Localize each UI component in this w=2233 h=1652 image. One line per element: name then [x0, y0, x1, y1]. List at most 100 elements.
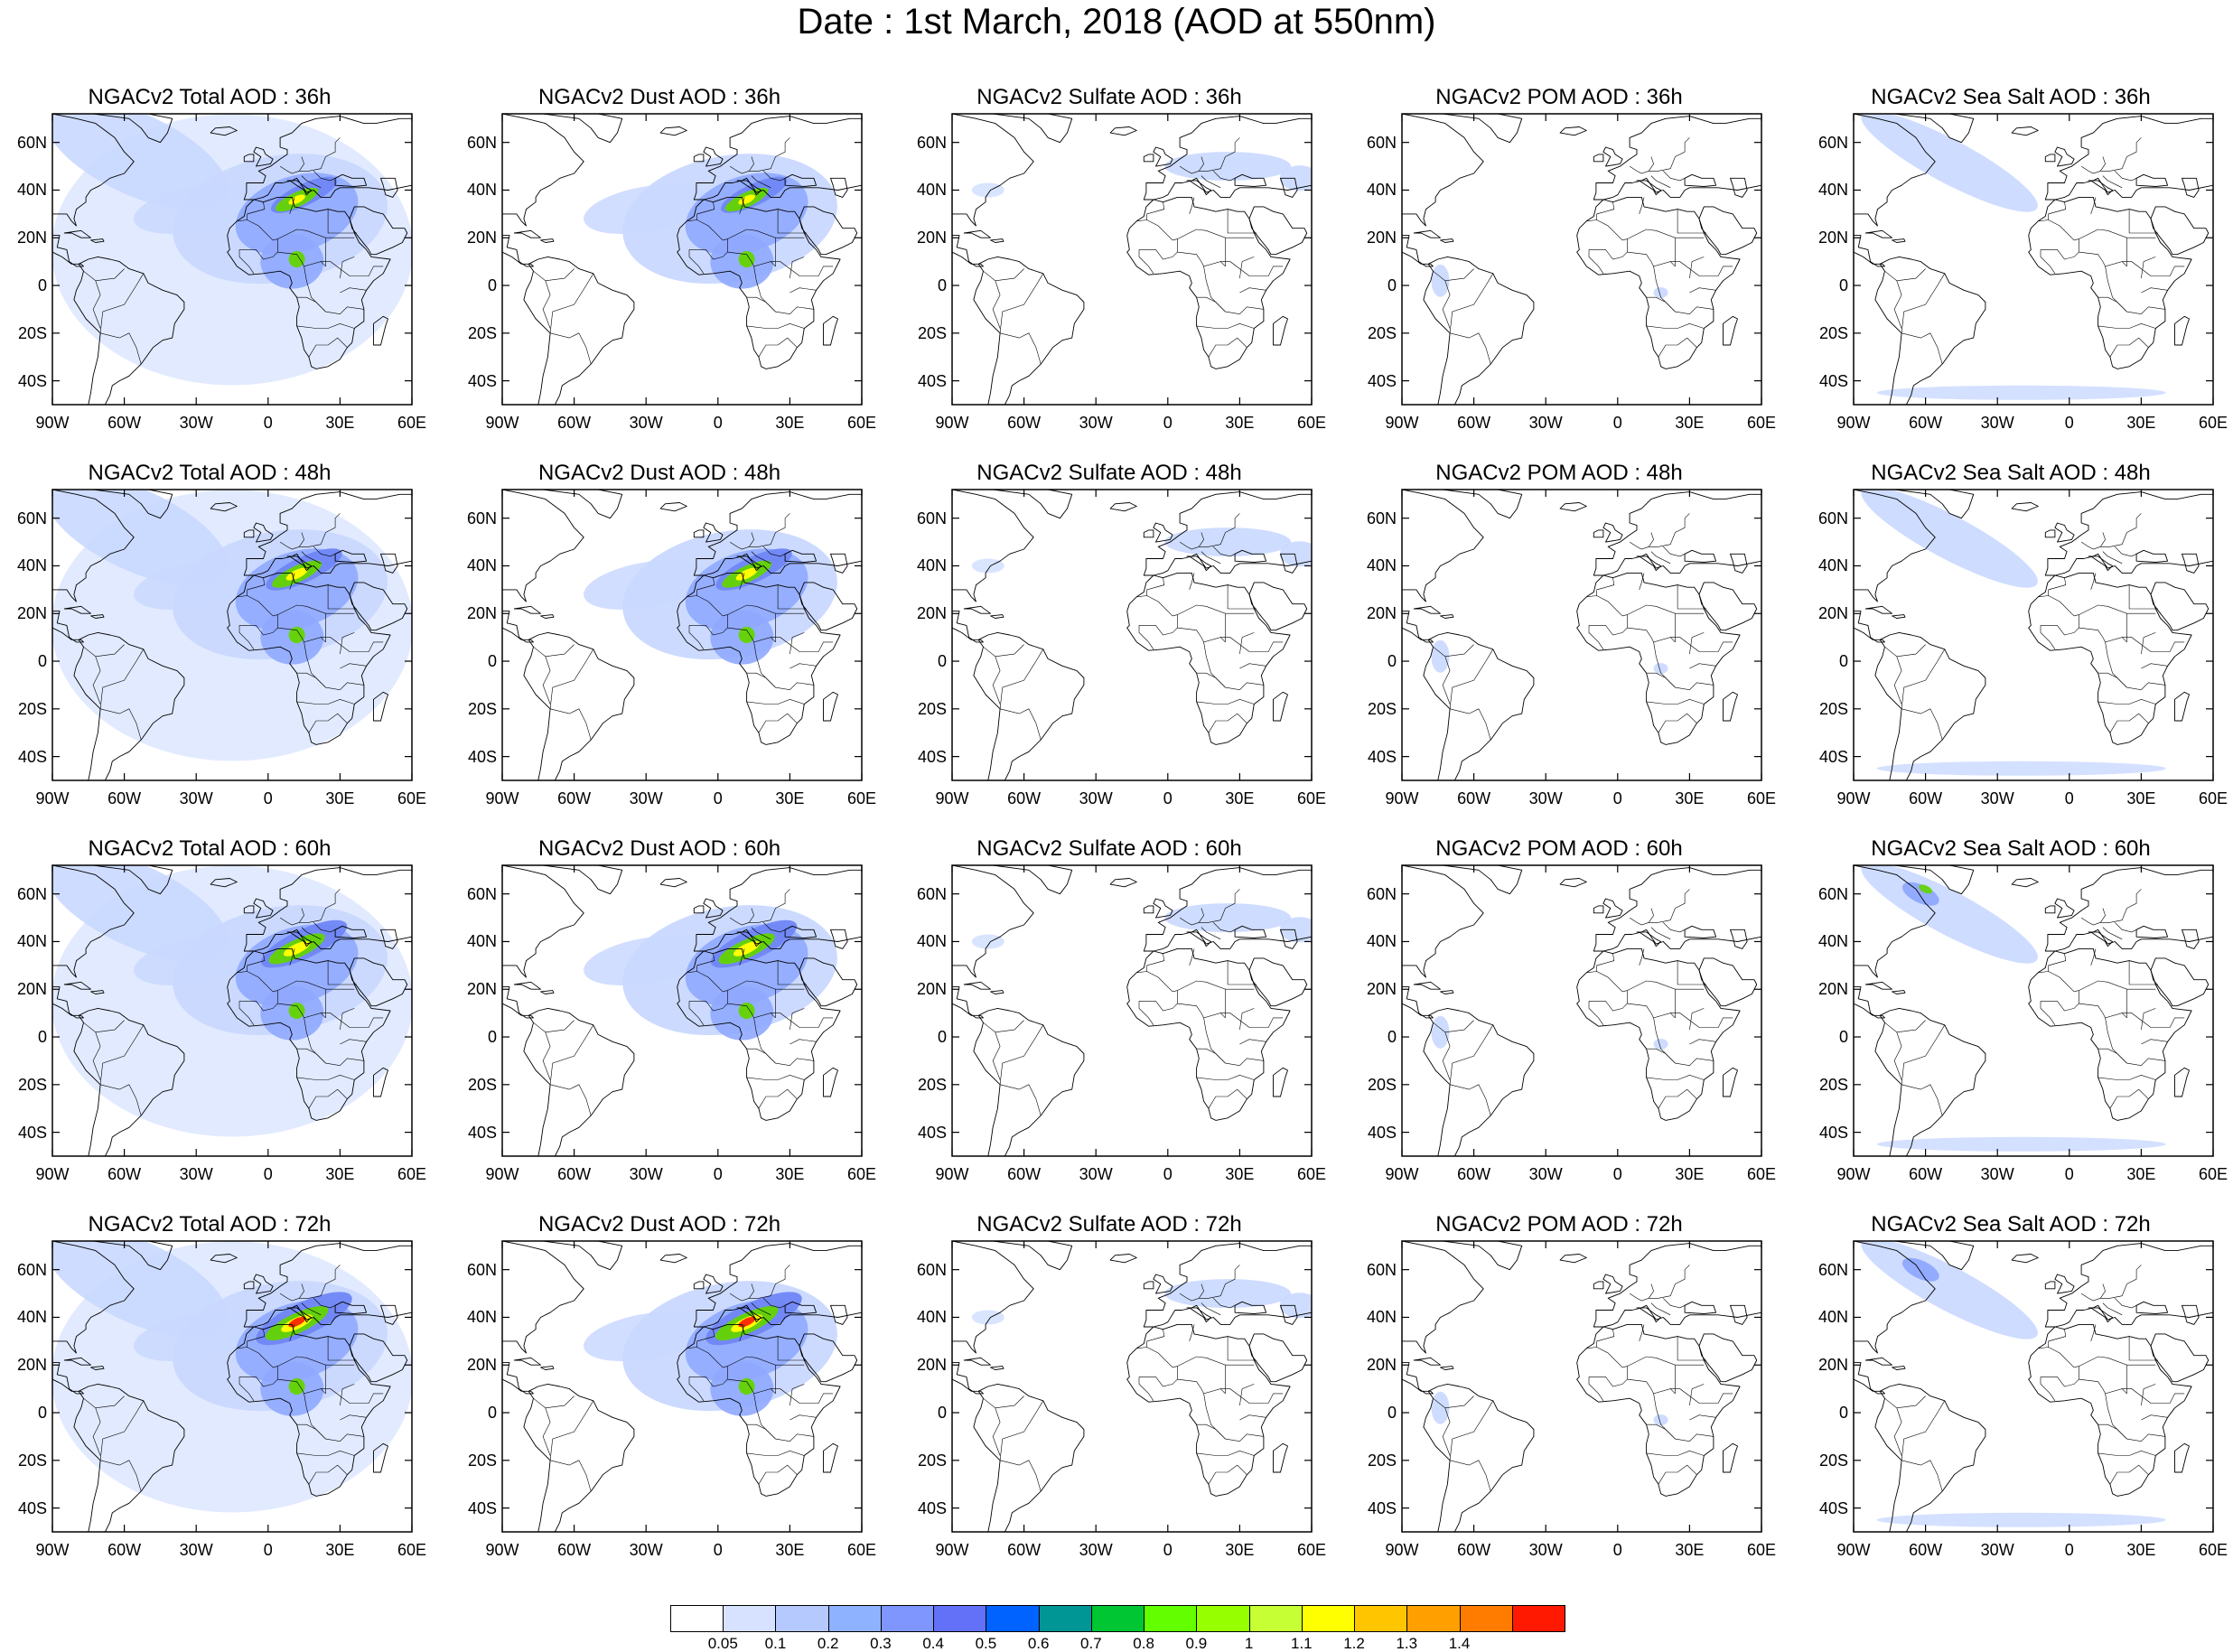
europe-coastline: [1143, 116, 1312, 201]
country-border: [1433, 646, 1451, 705]
iceland-coastline: [659, 502, 687, 512]
britain-coastline: [1602, 146, 1623, 167]
iceland-coastline: [210, 1254, 238, 1264]
country-border: [238, 1377, 255, 1401]
latitude-label: 20N: [916, 1356, 947, 1375]
map-content: [952, 865, 1312, 1156]
country-border: [2141, 1414, 2168, 1421]
country-border: [313, 171, 336, 182]
latitude-label: 40N: [16, 932, 47, 951]
country-border: [1670, 1388, 1700, 1404]
north-america-coastline: [952, 114, 1034, 227]
country-border: [1146, 201, 1165, 220]
country-border: [1220, 1388, 1250, 1404]
ireland-coastline: [1593, 154, 1604, 163]
country-border: [2141, 1384, 2156, 1406]
longitude-label: 90W: [1385, 789, 1419, 807]
longitude-label: 30W: [1528, 1541, 1563, 1559]
latitude-label: 60N: [466, 884, 497, 903]
longitude-label: 0: [2064, 789, 2074, 807]
country-border: [746, 1450, 805, 1456]
country-border: [1196, 1074, 1255, 1080]
country-border: [340, 287, 367, 294]
latitude-label: 40S: [1367, 747, 1397, 766]
country-border: [1901, 708, 1943, 741]
country-border: [308, 713, 348, 733]
country-border: [350, 1017, 384, 1028]
country-border: [238, 625, 255, 649]
longitude-label: 30E: [1675, 414, 1705, 432]
longitude-label: 30E: [1675, 789, 1705, 807]
latitude-label: 20N: [916, 604, 947, 623]
country-border: [1196, 322, 1255, 329]
ireland-coastline: [693, 1281, 705, 1290]
country-border: [751, 1302, 771, 1316]
country-border: [1201, 1302, 1221, 1316]
latitude-label: 40S: [917, 1123, 947, 1142]
cuba-coastline: [63, 605, 91, 614]
map-frame: [1853, 113, 2214, 406]
country-border: [2128, 209, 2158, 234]
country-border: [2151, 266, 2185, 276]
panel-title: NGACv2 Sulfate AOD : 36h: [976, 85, 1242, 109]
aod-map: [1401, 1240, 1762, 1533]
country-border: [1201, 551, 1221, 565]
longitude-label: 30E: [1225, 1165, 1255, 1183]
latitude-label: 40N: [1817, 556, 1848, 575]
dust-core-yellow: [733, 941, 761, 957]
country-border: [298, 908, 326, 923]
country-border: [1139, 1377, 1178, 1387]
country-border: [1884, 1022, 1902, 1080]
caspian-coastline: [2182, 1304, 2200, 1325]
arabia-coastline: [799, 957, 858, 1007]
longitude-label: 30W: [1980, 1165, 2014, 1183]
longitude-label: 30W: [1079, 414, 1113, 432]
country-border: [239, 1377, 278, 1387]
country-border: [1650, 927, 1671, 940]
map-frame: [51, 113, 413, 406]
ireland-coastline: [1143, 1281, 1154, 1290]
britain-coastline: [1153, 1274, 1173, 1294]
longitude-label: 30W: [1528, 414, 1563, 432]
latitude-label: 0: [937, 276, 947, 295]
country-border: [2102, 551, 2123, 565]
aod-map: [1401, 113, 1762, 406]
longitude-label: 30W: [1079, 789, 1113, 807]
country-border: [1639, 1324, 1645, 1341]
country-border: [1896, 268, 1926, 282]
europe-sulfate: [1164, 1279, 1292, 1309]
colorbar-label: 0.1: [764, 1635, 787, 1652]
country-border: [762, 1298, 786, 1309]
arabia-coastline: [1248, 957, 1308, 1007]
latitude-label: 40S: [17, 1498, 47, 1517]
longitude-label: 0: [1612, 789, 1622, 807]
country-border: [1596, 953, 1615, 972]
latitude-label: 20S: [1367, 323, 1397, 342]
madagascar-coastline: [373, 315, 388, 346]
country-border: [1670, 637, 1700, 652]
north-atlantic-salt: [1861, 490, 2038, 588]
map-frame: [1401, 864, 1762, 1157]
europe-coastline: [1143, 491, 1312, 576]
dust-core-yellow: [283, 941, 311, 957]
latitude-label: 40S: [467, 747, 497, 766]
country-border: [1662, 922, 1686, 933]
colorbar-cell: [986, 1605, 1040, 1632]
country-border: [313, 922, 336, 933]
latitude-label: 40N: [1366, 181, 1397, 200]
longitude-label: 30E: [325, 414, 355, 432]
latitude-label: 40S: [17, 371, 47, 390]
iceland-coastline: [1109, 878, 1137, 888]
map-panel: NGACv2 Sulfate AOD : 60h 60N 40N 20N 0 20S 40S…: [900, 833, 1326, 1194]
madagascar-coastline: [2174, 315, 2190, 346]
map-panel: NGACv2 Sulfate AOD : 36h 60N 40N 20N 0 20S 40S…: [900, 81, 1326, 443]
country-border: [1239, 1008, 1255, 1031]
country-border: [2040, 625, 2056, 649]
longitude-label: 0: [713, 1165, 723, 1183]
italy-coastline: [2088, 1307, 2114, 1323]
country-border: [83, 1397, 101, 1456]
iceland-coastline: [2011, 126, 2039, 136]
map-content: [502, 490, 862, 780]
country-border: [1449, 1024, 1494, 1085]
country-border: [746, 698, 805, 705]
